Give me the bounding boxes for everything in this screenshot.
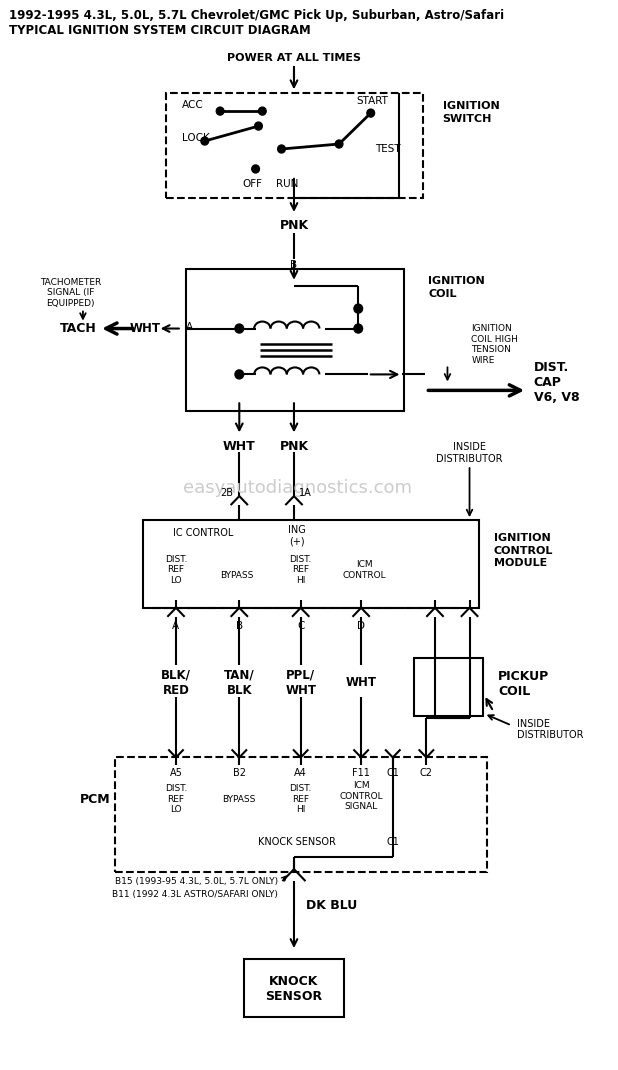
Circle shape (235, 324, 243, 333)
Text: INSIDE
DISTRIBUTOR: INSIDE DISTRIBUTOR (436, 442, 503, 464)
Text: WHT: WHT (345, 676, 376, 689)
Text: DK BLU: DK BLU (307, 899, 358, 912)
Circle shape (335, 140, 343, 148)
Text: CONTROL: CONTROL (494, 546, 553, 556)
Text: easyautodiagnostics.com: easyautodiagnostics.com (184, 479, 412, 498)
Text: SWITCH: SWITCH (442, 114, 492, 124)
Circle shape (354, 324, 363, 333)
Text: PCM: PCM (80, 793, 111, 806)
Text: PPL/
WHT: PPL/ WHT (285, 669, 316, 697)
Circle shape (367, 109, 375, 117)
Text: A: A (172, 621, 180, 630)
Text: IGNITION
COIL HIGH
TENSION
WIRE: IGNITION COIL HIGH TENSION WIRE (472, 324, 519, 365)
Text: ING
(+): ING (+) (288, 525, 306, 547)
Text: C1: C1 (386, 768, 399, 778)
Text: ACC: ACC (182, 101, 203, 110)
Text: 1A: 1A (298, 488, 311, 499)
Text: B2: B2 (233, 768, 246, 778)
Text: B: B (290, 260, 297, 270)
Text: IGNITION: IGNITION (428, 276, 485, 286)
Circle shape (252, 165, 260, 173)
Text: D: D (357, 621, 365, 630)
Text: START: START (356, 96, 388, 106)
Text: COIL: COIL (428, 289, 457, 299)
Text: BYPASS: BYPASS (220, 571, 253, 580)
Circle shape (201, 137, 209, 146)
Text: 1992-1995 4.3L, 5.0L, 5.7L Chevrolet/GMC Pick Up, Suburban, Astro/Safari: 1992-1995 4.3L, 5.0L, 5.7L Chevrolet/GMC… (9, 9, 504, 21)
Text: C1: C1 (386, 837, 399, 847)
Text: WHT: WHT (223, 440, 256, 453)
Text: B11 (1992 4.3L ASTRO/SAFARI ONLY): B11 (1992 4.3L ASTRO/SAFARI ONLY) (112, 889, 277, 899)
Text: OFF: OFF (243, 179, 263, 189)
Text: MODULE: MODULE (494, 557, 547, 568)
Text: BYPASS: BYPASS (222, 795, 256, 804)
Text: DIST.
CAP
V6, V8: DIST. CAP V6, V8 (534, 361, 580, 403)
Text: DIST.
REF
LO: DIST. REF LO (165, 555, 187, 585)
Bar (114, 758, 487, 872)
Text: INSIDE
DISTRIBUTOR: INSIDE DISTRIBUTOR (517, 719, 583, 740)
Text: A4: A4 (294, 768, 307, 778)
Text: ICM
CONTROL
SIGNAL: ICM CONTROL SIGNAL (339, 781, 383, 811)
Bar (185, 269, 404, 411)
Circle shape (216, 107, 224, 116)
Text: PNK: PNK (279, 440, 308, 453)
Text: IGNITION: IGNITION (494, 533, 550, 542)
Text: WHT: WHT (130, 322, 161, 335)
Text: A5: A5 (169, 768, 182, 778)
Text: LOCK: LOCK (182, 133, 210, 143)
Text: ICM
CONTROL: ICM CONTROL (342, 561, 386, 580)
Circle shape (277, 146, 286, 153)
Text: 2B: 2B (221, 488, 234, 499)
Text: TACHOMETER
SIGNAL (IF
EQUIPPED): TACHOMETER SIGNAL (IF EQUIPPED) (40, 278, 101, 307)
Circle shape (255, 122, 262, 131)
Text: KNOCK
SENSOR: KNOCK SENSOR (265, 975, 323, 1003)
Text: KNOCK SENSOR: KNOCK SENSOR (258, 837, 336, 847)
Text: DIST.
REF
HI: DIST. REF HI (289, 784, 312, 814)
Text: TAN/
BLK: TAN/ BLK (224, 669, 255, 697)
Text: B15 (1993-95 4.3L, 5.0L, 5.7L ONLY): B15 (1993-95 4.3L, 5.0L, 5.7L ONLY) (114, 876, 277, 886)
Text: DIST.
REF
LO: DIST. REF LO (165, 784, 187, 814)
Text: RUN: RUN (276, 179, 298, 189)
Text: TEST: TEST (376, 144, 401, 154)
Text: PICKUP
COIL: PICKUP COIL (498, 670, 549, 698)
Circle shape (354, 304, 363, 314)
Bar (244, 959, 344, 1016)
Circle shape (258, 107, 266, 116)
Text: IGNITION: IGNITION (442, 102, 499, 111)
Text: TYPICAL IGNITION SYSTEM CIRCUIT DIAGRAM: TYPICAL IGNITION SYSTEM CIRCUIT DIAGRAM (9, 24, 311, 36)
Text: C: C (297, 621, 305, 630)
Text: F11: F11 (352, 768, 370, 778)
Bar (143, 520, 479, 608)
Bar (166, 93, 423, 198)
Text: POWER AT ALL TIMES: POWER AT ALL TIMES (227, 54, 361, 63)
Text: IC CONTROL: IC CONTROL (172, 528, 233, 538)
Text: C2: C2 (420, 768, 433, 778)
Text: DIST.
REF
HI: DIST. REF HI (289, 555, 312, 585)
Bar (414, 658, 483, 716)
Text: TACH: TACH (60, 322, 96, 335)
Circle shape (235, 370, 243, 379)
Text: A: A (186, 322, 193, 332)
Text: B: B (235, 621, 243, 630)
Text: PNK: PNK (279, 219, 308, 232)
Text: BLK/
RED: BLK/ RED (161, 669, 191, 697)
